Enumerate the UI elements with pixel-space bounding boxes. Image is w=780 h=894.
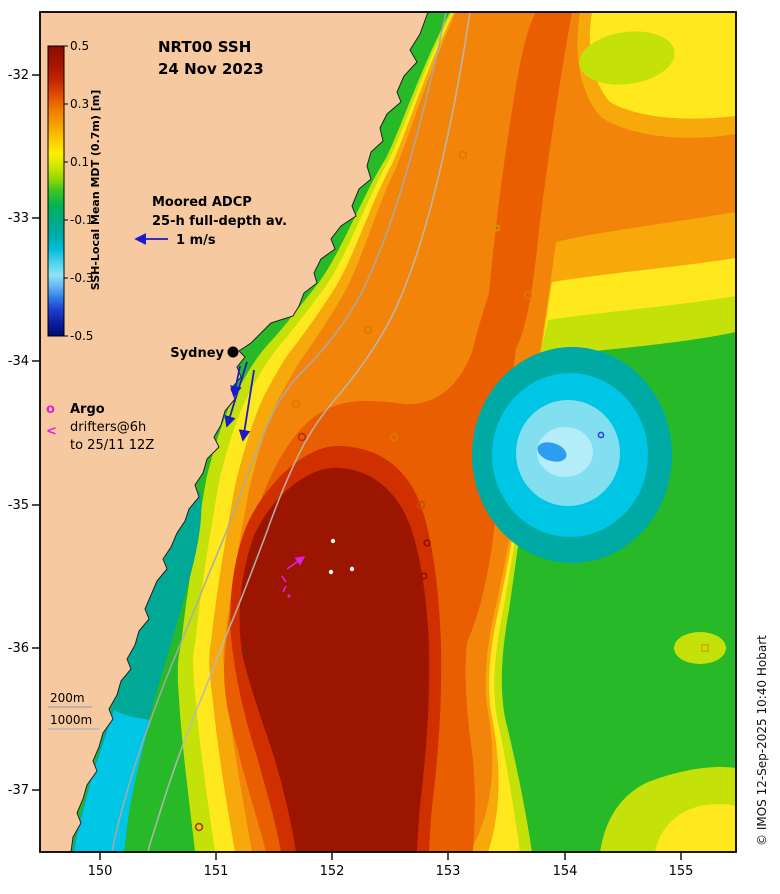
isobath-1000m <box>147 12 471 852</box>
x-axis-labels: 150 151 152 153 154 155 <box>88 864 694 879</box>
coastal-cyan-patch <box>74 710 150 852</box>
adcp-vectors-layer <box>224 361 255 442</box>
observation-marker <box>349 566 355 572</box>
adcp-scale-label: 1 m/s <box>176 233 216 248</box>
argo-symbol: o <box>46 402 55 417</box>
observation-marker <box>458 150 468 160</box>
x-tick-label: 150 <box>88 864 113 879</box>
y-tick-label: -35 <box>8 498 29 513</box>
observation-marker <box>420 572 428 580</box>
observation-marker <box>297 432 307 442</box>
observation-marker <box>700 643 709 652</box>
axis-ticks <box>32 74 682 860</box>
warm-eddy-core <box>239 467 430 852</box>
y-tick-label: -36 <box>8 641 29 656</box>
drifter-legend-line: drifters@6h <box>70 420 146 435</box>
coastline <box>70 12 429 852</box>
figure-title-line1: NRT00 SSH <box>158 38 251 56</box>
x-tick-label: 152 <box>320 864 345 879</box>
observation-marker <box>493 224 501 232</box>
x-tick-label: 154 <box>553 864 578 879</box>
isobath-legend: 200m 1000m <box>48 691 99 730</box>
drifter-tracks-layer <box>281 556 306 598</box>
colorbar-tick-label: -0.3 <box>70 271 93 285</box>
drifter-symbol: < <box>46 424 57 439</box>
figure-title-line2: 24 Nov 2023 <box>158 60 264 78</box>
adcp-current-vector <box>230 365 242 398</box>
drifter-track-dash <box>282 585 287 593</box>
colorbar-gradient <box>47 45 65 337</box>
y-tick-label: -33 <box>8 211 29 226</box>
small-warm-patch <box>674 632 726 664</box>
colorbar-tick-label: -0.5 <box>70 329 93 343</box>
observation-marker <box>597 431 605 439</box>
sydney-city-dot <box>227 346 239 358</box>
colorbar-tick-label: 0.3 <box>70 97 89 111</box>
colorbar-tick-label: -0.1 <box>70 213 93 227</box>
x-tick-label: 153 <box>436 864 461 879</box>
observation-marker <box>328 569 334 575</box>
observation-marker <box>363 325 373 335</box>
x-tick-label: 155 <box>669 864 694 879</box>
observation-marker <box>389 432 399 442</box>
ssh-contour-field <box>40 12 736 852</box>
adcp-legend-line2: 25-h full-depth av. <box>152 214 287 229</box>
y-axis-labels: -32 -33 -34 -35 -36 -37 <box>8 68 29 798</box>
argo-title: Argo <box>70 402 105 417</box>
adcp-legend-line1: Moored ADCP <box>152 195 252 210</box>
observation-marker <box>423 539 431 547</box>
colorbar-tick-label: 0.5 <box>70 39 89 53</box>
drifter-track-dash <box>281 575 287 583</box>
cold-eddy-blue-spot <box>537 442 567 462</box>
x-tick-label: 151 <box>204 864 229 879</box>
credit-text: © IMOS 12-Sep-2025 10:40 Hobart <box>755 635 769 846</box>
adcp-current-vector <box>238 369 255 442</box>
y-tick-label: -32 <box>8 68 29 83</box>
argo-markers-layer <box>194 150 709 832</box>
colorbar-tick-label: 0.1 <box>70 155 89 169</box>
land <box>40 12 428 852</box>
isobath-200m-label: 200m <box>50 691 85 705</box>
drifter-track-dot <box>287 594 291 598</box>
corner-low-center <box>579 31 675 85</box>
isobath-1000m-label: 1000m <box>50 713 92 727</box>
drifter-vector <box>286 556 306 570</box>
city-label: Sydney <box>170 346 224 361</box>
observation-marker <box>241 647 249 655</box>
argo-legend: o Argo drifters@6h < to 25/11 12Z <box>46 402 154 453</box>
y-tick-label: -34 <box>8 354 29 369</box>
adcp-legend: Moored ADCP 25-h full-depth av. 1 m/s <box>134 195 287 248</box>
observation-marker <box>194 822 204 832</box>
observation-marker <box>416 500 426 510</box>
isobath-200m <box>111 12 447 852</box>
colorbar: 0.5 0.3 0.1 -0.1 -0.3 -0.5 SSH-Local Mea… <box>47 39 102 343</box>
drifter-legend-date: to 25/11 12Z <box>70 438 154 453</box>
colorbar-axis-label: SSH-Local Mean MDT (0.7m) [m] <box>89 90 102 290</box>
observation-marker <box>523 290 533 300</box>
bottomright-yellow <box>655 804 736 852</box>
observation-marker <box>291 399 301 409</box>
observation-marker <box>330 538 336 544</box>
y-tick-label: -37 <box>8 783 29 798</box>
plot-frame <box>39 11 737 853</box>
